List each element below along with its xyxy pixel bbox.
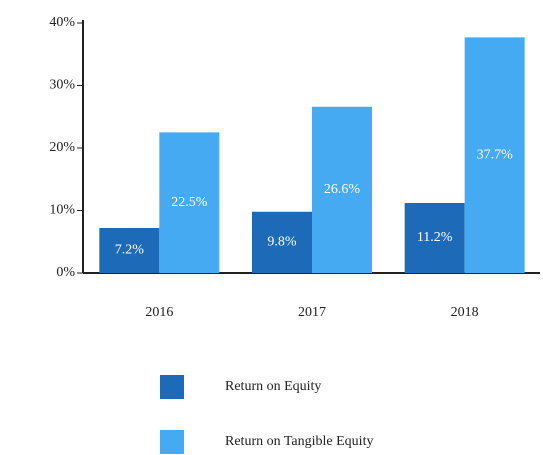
legend-label: Return on Equity — [225, 379, 321, 394]
y-tick-label: 0% — [56, 265, 75, 280]
value-label: 11.2% — [417, 230, 453, 245]
y-tick-label: 40% — [49, 15, 75, 30]
value-label: 9.8% — [267, 235, 297, 250]
x-tick-label: 2016 — [145, 305, 173, 320]
x-tick-label: 2018 — [451, 305, 479, 320]
value-label: 37.7% — [477, 147, 514, 162]
value-label: 22.5% — [171, 195, 208, 210]
value-label: 7.2% — [115, 243, 145, 258]
legend-swatch — [160, 430, 184, 454]
y-tick-label: 10% — [49, 203, 75, 218]
value-label: 26.6% — [324, 182, 361, 197]
x-tick-label: 2017 — [298, 305, 326, 320]
bar — [404, 203, 465, 273]
bar — [159, 132, 220, 273]
bar — [312, 106, 372, 273]
legend-label: Return on Tangible Equity — [225, 434, 373, 449]
bar — [99, 228, 160, 273]
bar — [464, 37, 525, 273]
bar — [252, 211, 312, 273]
legend-swatch — [160, 375, 184, 399]
y-tick-label: 30% — [49, 78, 75, 93]
y-tick-label: 20% — [49, 140, 75, 155]
